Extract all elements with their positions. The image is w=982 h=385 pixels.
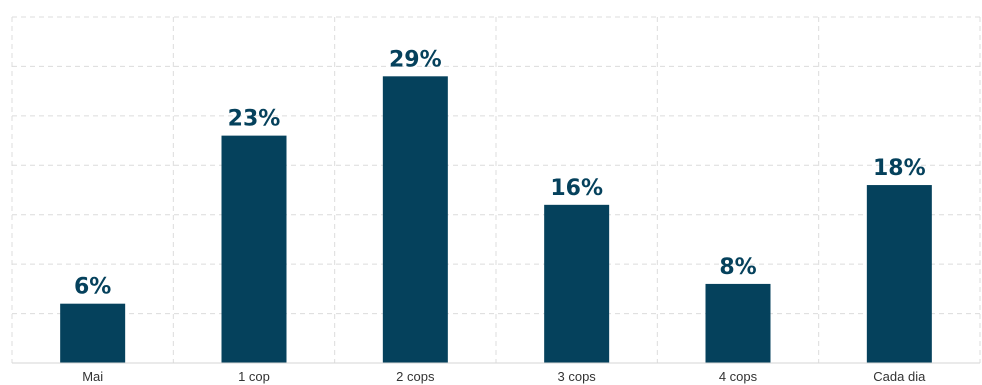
bar-5 (705, 283, 771, 363)
data-label-1: 6% (74, 275, 111, 300)
grid (11, 16, 981, 364)
bar-6 (866, 185, 932, 363)
x-tick-label-4: 3 cops (558, 369, 597, 384)
bar-3 (382, 76, 448, 364)
x-tick-label-2: 1 cop (238, 369, 270, 384)
x-axis-ticks: Mai 1 cop 2 cops 3 cops 4 cops Cada dia (82, 369, 926, 384)
data-label-5: 8% (719, 255, 756, 280)
data-label-6: 18% (873, 156, 926, 181)
data-label-3: 29% (389, 47, 442, 72)
bar-1 (60, 303, 126, 363)
value-labels: 6% 23% 29% 16% 8% 18% (74, 47, 926, 299)
bars (60, 76, 932, 364)
bar-4 (544, 204, 610, 363)
x-tick-label-5: 4 cops (719, 369, 758, 384)
bar-2 (221, 135, 287, 363)
x-tick-label-6: Cada dia (873, 369, 926, 384)
data-label-2: 23% (228, 107, 281, 132)
x-tick-label-1: Mai (82, 369, 103, 384)
x-tick-label-3: 2 cops (396, 369, 435, 384)
data-label-4: 16% (550, 176, 603, 201)
